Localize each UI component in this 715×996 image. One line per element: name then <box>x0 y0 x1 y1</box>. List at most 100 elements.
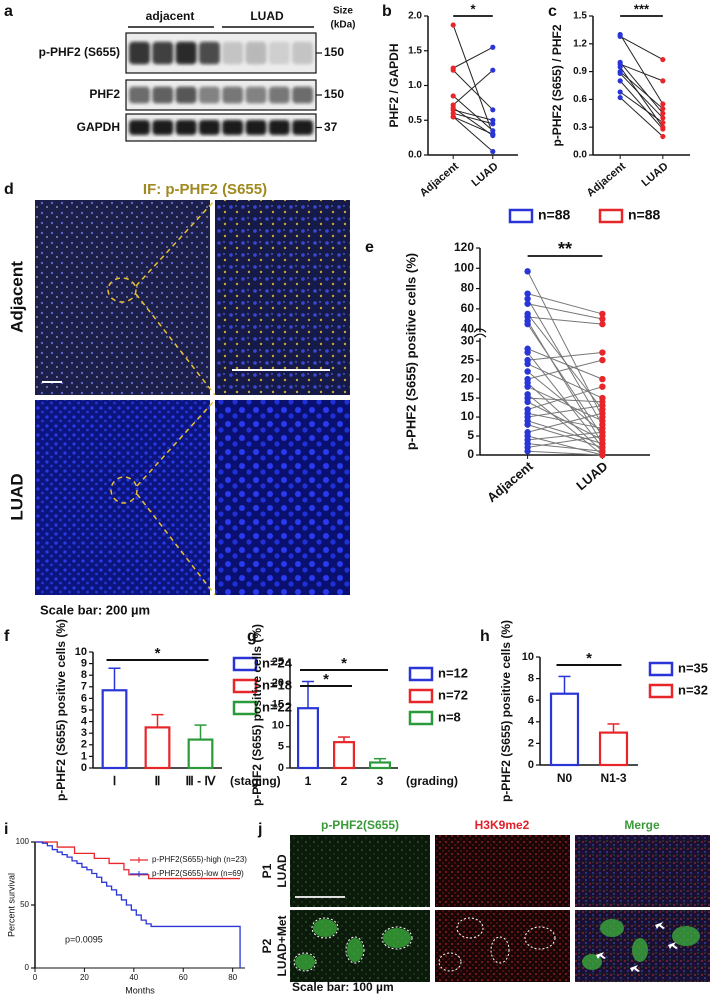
dot <box>660 133 666 140</box>
annotation: p=0.0095 <box>65 934 103 944</box>
pair-line <box>527 412 603 429</box>
y-tick-label: 100 <box>454 260 474 274</box>
y-tick-label: 10 <box>522 651 534 663</box>
y-tick-label: 6 <box>528 694 534 706</box>
y-tick-label: 15 <box>272 698 284 710</box>
legend-label: n=72 <box>438 687 468 702</box>
blot-row-label: p-PHF2 (S655) <box>39 45 120 59</box>
row-label: LUAD <box>7 473 26 520</box>
pair-line <box>527 393 603 456</box>
pair-line <box>527 313 603 410</box>
x-tick-label: Ⅰ <box>113 774 117 788</box>
legend-label: n=35 <box>678 660 708 675</box>
group-label: LUAD <box>250 9 284 23</box>
y-tick-label: 20 <box>461 371 475 385</box>
pair-line <box>527 435 603 448</box>
legend-label: n=22 <box>262 699 292 714</box>
y-tick-label: 0 <box>278 762 284 774</box>
dot <box>599 410 606 417</box>
pair-line <box>619 91 664 123</box>
band <box>245 86 267 104</box>
dot <box>490 44 496 50</box>
x-tick-label: Adjacent <box>484 458 536 505</box>
pair-line <box>527 316 603 325</box>
column-label: p-PHF2(S655) <box>321 818 399 832</box>
dot <box>524 349 531 356</box>
bar <box>549 692 580 767</box>
x-tick-label: 40 <box>129 973 138 982</box>
dot <box>599 315 606 323</box>
dot <box>660 119 666 126</box>
band <box>129 119 150 136</box>
x-tick-label: 0 <box>33 973 38 982</box>
y-tick-label: 0.9 <box>573 66 587 77</box>
y-tick-label: 0.3 <box>573 122 587 133</box>
j-image <box>435 835 570 907</box>
significance: *** <box>634 1 650 16</box>
x-tick-label: 20 <box>80 973 89 982</box>
dot <box>660 101 666 107</box>
x-tick-label: 60 <box>179 973 188 982</box>
y-tick-label: 0 <box>25 963 30 972</box>
band <box>245 119 267 136</box>
row-label: LUAD <box>275 854 289 888</box>
dot <box>524 320 531 328</box>
pair-line <box>527 348 603 380</box>
y-tick-label: 8 <box>528 673 534 685</box>
panel-label: d <box>4 181 14 198</box>
pair-line <box>527 320 603 444</box>
y-tick-label: 1.5 <box>408 45 422 56</box>
significance: * <box>341 655 347 672</box>
bar <box>187 738 214 770</box>
y-tick-label: 100 <box>16 837 30 846</box>
dot <box>524 448 531 455</box>
dot <box>617 70 623 77</box>
y-tick-label: 2.0 <box>408 11 422 22</box>
x-tick-label: 80 <box>228 973 237 982</box>
dot <box>490 121 496 127</box>
pair-line <box>453 112 493 125</box>
y-tick-label: 7 <box>81 681 87 693</box>
panel-label: b <box>382 3 392 20</box>
dot <box>660 106 666 112</box>
legend-swatch <box>648 683 674 699</box>
group-label: adjacent <box>146 9 195 23</box>
band <box>175 41 197 65</box>
y-tick-label: 0.5 <box>408 115 422 126</box>
x-tick-label: LUAD <box>573 458 610 493</box>
pair-line <box>527 435 603 456</box>
y-tick-label: 0 <box>81 762 87 774</box>
dot <box>524 360 531 368</box>
pair-line <box>527 359 603 380</box>
dot <box>524 383 531 390</box>
dot <box>599 356 606 364</box>
dot <box>524 421 531 428</box>
pair-line <box>619 34 664 105</box>
scale-bar-label: Scale bar: 200 µm <box>40 602 150 617</box>
pair-line <box>619 63 664 82</box>
dot <box>660 110 666 116</box>
pair-line <box>527 371 603 433</box>
bar <box>101 689 128 770</box>
if-image <box>35 200 210 395</box>
significance: * <box>155 645 161 662</box>
y-tick-label: 6 <box>81 692 87 704</box>
y-tick-label: 5 <box>278 741 284 753</box>
x-tick-label: Ⅱ <box>155 774 161 788</box>
legend-swatch <box>408 688 434 704</box>
if-image <box>35 400 210 595</box>
significance: * <box>586 650 592 667</box>
pair-line <box>452 116 494 152</box>
column-label: H3K9me2 <box>475 818 530 832</box>
y-tick-label: 10 <box>461 409 475 423</box>
western-blot: adjacent LUAD Size (kDa) p-PHF2 (S655) P… <box>39 6 356 142</box>
dot <box>490 131 496 137</box>
y-tick-label: 0.6 <box>573 94 587 105</box>
pair-line <box>527 420 603 445</box>
legend-label: n=88 <box>628 207 661 223</box>
legend-label: n=32 <box>678 682 708 697</box>
column-label: Merge <box>624 818 660 832</box>
dot <box>599 375 606 383</box>
x-axis-label: (staging) <box>230 774 281 788</box>
dot <box>450 67 456 73</box>
